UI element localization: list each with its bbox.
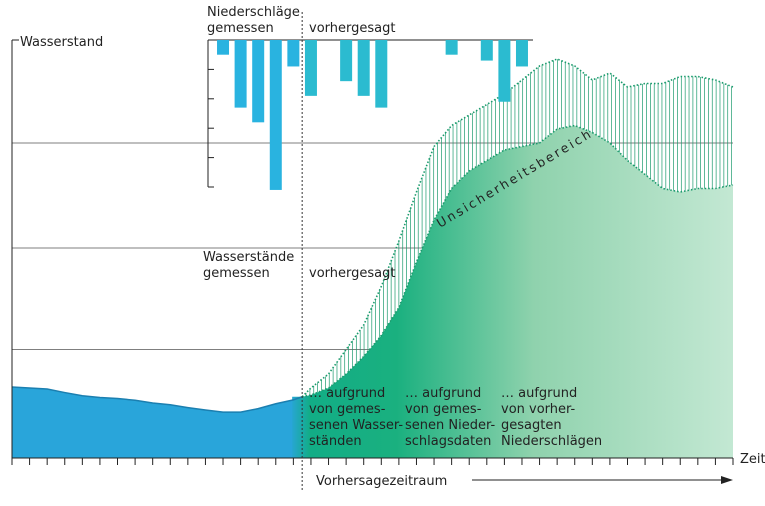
svg-text:… aufgrund: … aufgrund <box>309 386 385 401</box>
segment-2-label: … aufgrund von gemes- senen Nieder- schl… <box>405 386 495 449</box>
y-axis-label: Wasserstand <box>20 35 103 50</box>
precip-measured-bar-0 <box>217 40 230 55</box>
svg-text:senen Wasser-: senen Wasser- <box>309 418 403 433</box>
segment-3-label: … aufgrund von vorher- gesagten Niedersc… <box>501 386 602 449</box>
precip-forecast-bar-7 <box>515 40 528 67</box>
levels-forecast-label: vorhergesagt <box>309 266 395 281</box>
precip-forecast-bar-4 <box>445 40 458 55</box>
measured-level-area <box>12 386 303 458</box>
measured-level-line <box>11 386 303 413</box>
svg-text:… aufgrund: … aufgrund <box>405 386 481 401</box>
precip-measured-label-2: gemessen <box>207 21 274 36</box>
precip-measured-bar-2 <box>252 40 265 123</box>
axes <box>11 39 734 465</box>
precipitation-bars <box>207 39 533 190</box>
precip-forecast-bar-1 <box>340 40 353 82</box>
precip-measured-bar-4 <box>287 40 300 67</box>
svg-text:gesagten: gesagten <box>501 418 562 433</box>
precip-measured-bar-3 <box>269 40 282 190</box>
precip-measured-bar-1 <box>234 40 247 108</box>
levels-measured-label-2: gemessen <box>203 266 270 281</box>
precip-forecast-bar-3 <box>375 40 388 108</box>
svg-text:von gemes-: von gemes- <box>405 402 482 417</box>
x-axis-label: Zeit <box>740 452 765 467</box>
precip-forecast-bar-2 <box>357 40 370 96</box>
svg-text:ständen: ständen <box>309 434 362 449</box>
uncertainty-band <box>301 58 734 398</box>
forecast-period-arrow <box>472 476 733 484</box>
precip-forecast-bar-6 <box>498 40 511 102</box>
segment-1-label: … aufgrund von gemes- senen Wasser- stän… <box>309 386 403 449</box>
svg-text:senen Nieder-: senen Nieder- <box>405 418 495 433</box>
uncertainty-upper-line <box>301 58 734 398</box>
uncertainty-lower-line <box>302 124 734 398</box>
precip-measured-label-1: Niederschläge <box>207 5 300 20</box>
precip-forecast-bar-0 <box>304 40 317 96</box>
levels-measured-label-1: Wasserstände <box>203 250 294 265</box>
forecast-level-area <box>292 125 733 458</box>
svg-text:… aufgrund: … aufgrund <box>501 386 577 401</box>
precip-forecast-label: vorhergesagt <box>309 21 395 36</box>
svg-text:von gemes-: von gemes- <box>309 402 386 417</box>
forecast-period-label: Vorhersagezeitraum <box>316 474 447 489</box>
svg-text:Niederschlägen: Niederschlägen <box>501 434 602 449</box>
svg-text:schlagsdaten: schlagsdaten <box>405 434 491 449</box>
svg-text:von vorher-: von vorher- <box>501 402 576 417</box>
precip-forecast-bar-5 <box>480 40 493 61</box>
